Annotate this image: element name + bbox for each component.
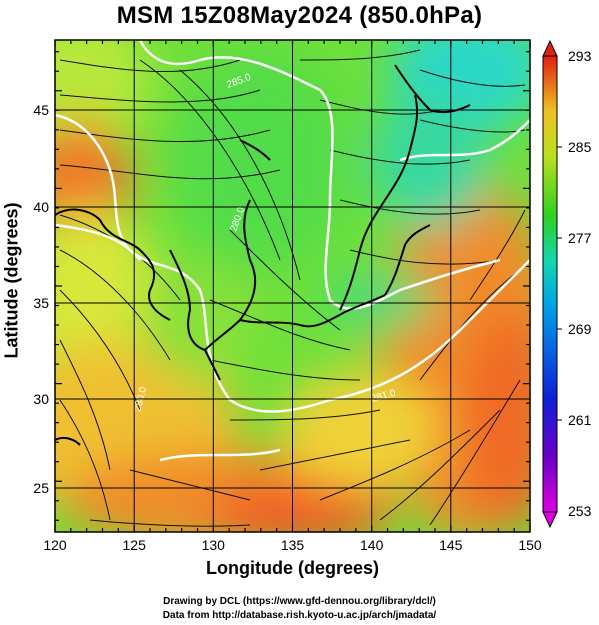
x-tick-label: 130 — [202, 537, 226, 553]
map-title: MSM 15Z08May2024 (850.0hPa) — [116, 2, 483, 29]
y-tick-label: 45 — [33, 102, 49, 118]
y-axis-label: Latitude (degrees) — [1, 202, 22, 359]
colorbar-tick-label: 261 — [568, 412, 592, 428]
colorbar-tick-label: 277 — [568, 230, 592, 246]
colorbar-tick-label: 253 — [568, 503, 592, 519]
gridlines — [55, 40, 530, 532]
colorbar: 293 285 277 269 261 253 — [542, 39, 592, 529]
colorbar-scale — [542, 55, 558, 513]
colorbar-min-arrow — [542, 511, 558, 529]
credit-drawing: Drawing by DCL (https://www.gfd-dennou.o… — [163, 596, 436, 607]
colorbar-max-arrow — [542, 39, 558, 57]
colorbar-tick-label: 269 — [568, 321, 592, 337]
temperature-field — [55, 40, 530, 532]
y-tick-label: 30 — [33, 391, 49, 407]
x-tick-label: 140 — [360, 537, 384, 553]
x-tick-label: 120 — [43, 537, 67, 553]
y-tick-label: 35 — [33, 295, 49, 311]
axis-ticks — [54, 40, 531, 532]
colorbar-tick-label: 285 — [568, 139, 592, 155]
x-tick-label: 125 — [123, 537, 147, 553]
x-axis-label: Longitude (degrees) — [205, 558, 379, 578]
credit-data: Data from http://database.rish.kyoto-u.a… — [162, 610, 437, 621]
y-tick-label: 25 — [33, 480, 49, 496]
x-tick-label: 135 — [281, 537, 305, 553]
x-tick-label: 145 — [439, 537, 463, 553]
colorbar-tick-label: 293 — [568, 48, 592, 64]
x-tick-label: 150 — [518, 537, 542, 553]
y-tick-label: 40 — [33, 199, 49, 215]
